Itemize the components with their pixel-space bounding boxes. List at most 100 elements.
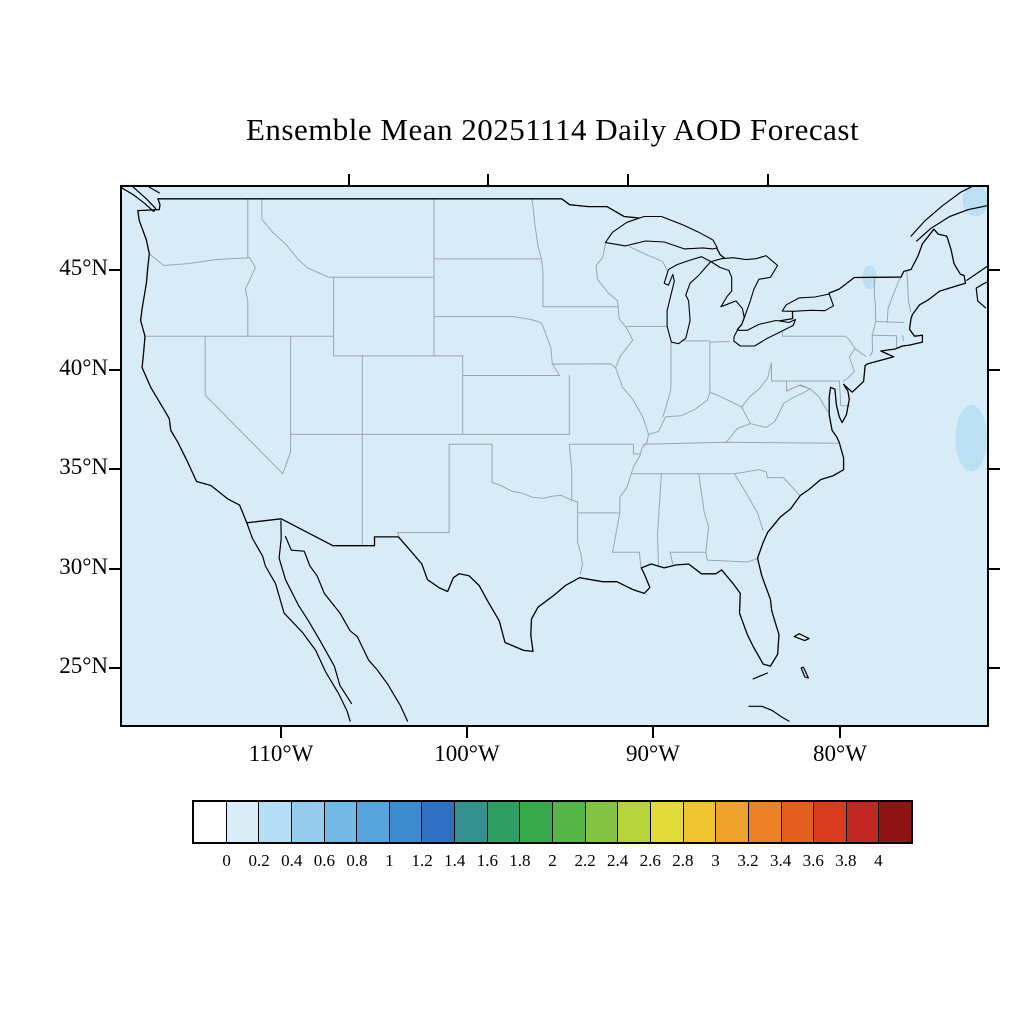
- state-border: [734, 469, 801, 496]
- y-tick-label: 40°N: [59, 355, 108, 380]
- state-border: [886, 276, 902, 323]
- island-coastline: [122, 187, 157, 213]
- state-border: [148, 253, 251, 266]
- great-lake: [663, 256, 712, 345]
- tick-mark: [487, 174, 489, 185]
- state-border: [568, 443, 573, 502]
- colorbar-cell: [584, 802, 618, 842]
- tick-mark: [466, 727, 468, 738]
- coastline: [916, 205, 987, 242]
- colorbar-cell: [552, 802, 585, 842]
- great-lake: [733, 318, 797, 347]
- x-tick-label: 90°W: [626, 741, 680, 766]
- colorbar-cell: [682, 802, 716, 842]
- state-border: [871, 334, 898, 337]
- figure-title: Ensemble Mean 20251114 Daily AOD Forecas…: [245, 112, 860, 147]
- colorbar-cell: [194, 802, 226, 842]
- state-border: [204, 335, 284, 475]
- coastline: [278, 520, 353, 704]
- state-border: [662, 340, 672, 418]
- state-border: [875, 321, 905, 323]
- colorbar-tick-label: 1.2: [411, 851, 433, 870]
- colorbar-cell: [519, 802, 553, 842]
- tick-mark: [109, 468, 120, 470]
- state-border: [698, 473, 710, 553]
- colorbar-tick-label: 3.2: [737, 851, 759, 870]
- state-border: [906, 270, 912, 313]
- colorbar-cell: [421, 802, 455, 842]
- state-border: [552, 363, 616, 369]
- state-border: [709, 341, 730, 343]
- state-border: [577, 501, 583, 575]
- tick-mark: [280, 727, 282, 738]
- colorbar-cell: [617, 802, 650, 842]
- island-coastline: [793, 633, 810, 642]
- colorbar-cell: [747, 802, 781, 842]
- coastline: [148, 187, 160, 194]
- great-lake: [604, 215, 718, 250]
- state-border: [725, 406, 751, 443]
- aod-colorbar: [192, 800, 913, 844]
- colorbar-tick-label: 3: [711, 851, 720, 870]
- coastline: [752, 672, 769, 680]
- colorbar-tick-label: 4: [874, 851, 883, 870]
- colorbar-cell: [388, 802, 422, 842]
- tick-mark: [989, 468, 1000, 470]
- state-border: [781, 330, 856, 350]
- colorbar-tick-label: 0: [222, 851, 231, 870]
- colorbar-cell: [845, 802, 879, 842]
- state-border: [842, 348, 856, 382]
- state-border: [854, 348, 867, 358]
- colorbar-tick-label: 0.6: [313, 851, 335, 870]
- tick-mark: [348, 174, 350, 185]
- state-border: [786, 384, 829, 413]
- us-border-coastline: [137, 198, 967, 667]
- colorbar-cell: [715, 802, 748, 842]
- colorbar-tick-label: 3.6: [802, 851, 824, 870]
- map-plot-area: [120, 185, 989, 727]
- colorbar-tick-label: 3.4: [770, 851, 792, 870]
- state-border: [902, 335, 904, 341]
- colorbar-tick-label: 0.4: [281, 851, 303, 870]
- colorbar-cell: [356, 802, 389, 842]
- coastline: [966, 265, 987, 281]
- colorbar-tick-label: 0.8: [346, 851, 368, 870]
- state-border: [396, 443, 450, 537]
- state-border: [244, 257, 256, 337]
- island-coastline: [800, 666, 809, 679]
- tick-mark: [109, 568, 120, 570]
- y-tick-label: 45°N: [59, 255, 108, 280]
- aod-patch: [962, 187, 987, 217]
- tick-mark: [839, 727, 841, 738]
- tick-mark: [767, 174, 769, 185]
- colorbar-cell: [813, 802, 846, 842]
- coastline: [975, 281, 987, 309]
- tick-mark: [652, 727, 654, 738]
- state-border: [629, 246, 671, 276]
- great-lake: [710, 255, 779, 319]
- state-border: [838, 380, 851, 407]
- colorbar-cell: [878, 802, 912, 842]
- colorbar-tick-label: 2.6: [639, 851, 661, 870]
- state-border: [531, 198, 544, 308]
- tick-mark: [989, 269, 1000, 271]
- colorbar-tick-label: 2.2: [574, 851, 596, 870]
- coastline: [246, 522, 351, 722]
- colorbar-tick-label: 0.2: [248, 851, 270, 870]
- tick-mark: [989, 369, 1000, 371]
- colorbar-tick-label: 1: [385, 851, 394, 870]
- x-tick-label: 110°W: [248, 741, 314, 766]
- colorbar-cell: [258, 802, 291, 842]
- y-tick-label: 25°N: [59, 653, 108, 678]
- tick-mark: [109, 667, 120, 669]
- colorbar-tick-label: 1.4: [444, 851, 466, 870]
- state-border: [282, 451, 292, 475]
- state-border: [448, 443, 493, 483]
- state-border: [734, 473, 764, 532]
- tick-mark: [109, 269, 120, 271]
- y-tick-label: 35°N: [59, 454, 108, 479]
- state-border: [542, 325, 560, 376]
- state-border: [261, 198, 335, 278]
- colorbar-cell: [323, 802, 357, 842]
